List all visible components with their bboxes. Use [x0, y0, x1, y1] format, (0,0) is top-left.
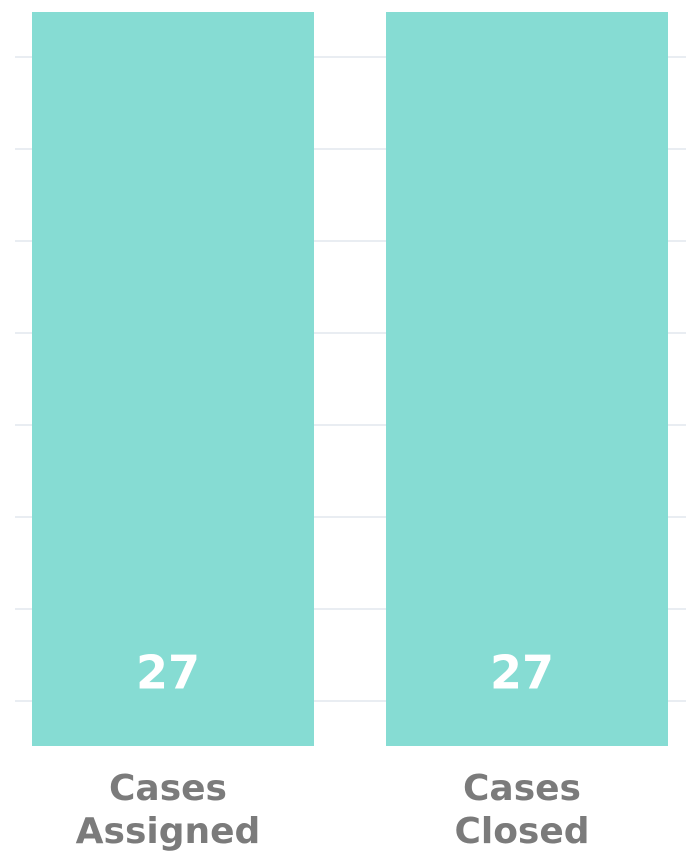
x-tick-label: Cases Closed [454, 768, 590, 852]
chart: 27 27 [15, 12, 686, 746]
value-label: 27 [136, 646, 200, 700]
bar [32, 12, 314, 746]
value-label: 27 [490, 646, 554, 700]
bar [386, 12, 668, 746]
x-tick-label: Cases Assigned [75, 768, 261, 852]
